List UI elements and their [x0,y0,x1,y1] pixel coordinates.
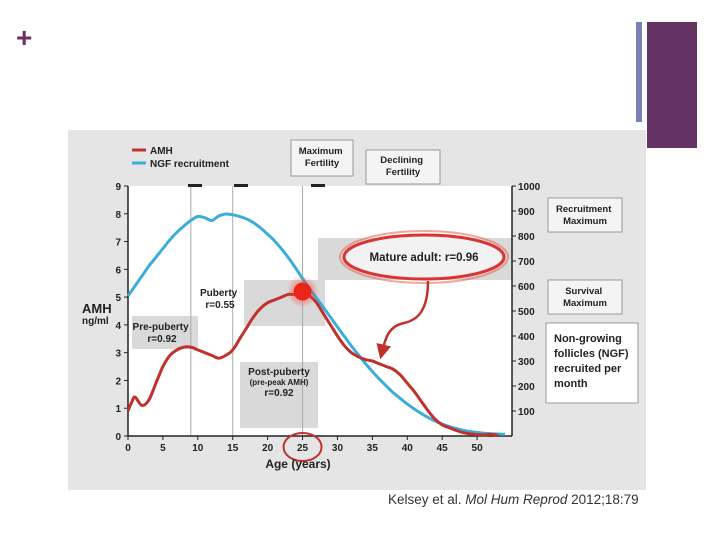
x-axis-title: Age (years) [265,457,330,471]
x-tick-label: 25 [297,443,309,454]
x-tick-label: 35 [367,443,379,454]
mature-adult-arrow [376,280,430,360]
x-tick-label: 20 [262,443,274,454]
recruitment-maximum-label: Recruitment Maximum [556,204,614,227]
survival-maximum-box [547,279,623,315]
recruitment-maximum-box [547,197,623,233]
max-fertility-box [290,139,354,177]
y-left-tick-label: 4 [115,321,121,332]
fertility-marker-bar [311,184,325,187]
legend-label-amh: AMH [150,146,173,157]
citation-journal: Mol Hum Reprod [465,492,568,507]
y-left-tick-label: 9 [115,182,121,193]
slide-accent-bar-thin [636,22,642,122]
fertility-marker-bar [188,184,202,187]
y-left-tick-label: 0 [115,432,121,443]
post-puberty-r-label: r=0.92 [264,388,294,399]
pre-puberty-region-bg [132,316,198,349]
declining-fertility-label: Declining Fertility [380,155,425,178]
declining-fertility-box [365,149,441,185]
post-puberty-sublabel: (pre-peak AMH) [250,378,309,387]
y-right-tick-labels: 100 200 300 400 500 600 700 800 900 1000 [512,182,541,418]
y-left-tick-label: 8 [115,210,121,221]
y-left-axis-title: AMH [82,301,112,316]
pre-puberty-label: Pre-puberty r=0.92 [133,322,192,345]
y-left-tick-label: 5 [115,293,121,304]
x-tick-label: 5 [160,443,166,454]
y-right-tick-label: 600 [518,282,535,293]
y-right-tick-label: 300 [518,357,535,368]
vertical-guide-lines [190,186,304,436]
survival-maximum-label: Survival Maximum [563,286,607,309]
y-right-tick-label: 900 [518,207,535,218]
x-tick-labels: 0 5 10 15 20 25 30 35 40 45 50 [125,436,483,454]
y-left-tick-label: 1 [115,404,121,415]
legend-label-ngf: NGF recruitment [150,159,230,170]
x-tick-label: 10 [192,443,204,454]
x-tick-label: 45 [437,443,449,454]
y-left-tick-label: 2 [115,376,121,387]
y-right-tick-label: 800 [518,232,535,243]
y-right-tick-label: 1000 [518,182,541,193]
citation-authors: Kelsey et al. [388,492,466,507]
x-tick-label: 50 [472,443,484,454]
mature-adult-label: Mature adult: r=0.96 [370,252,479,264]
citation: Kelsey et al. Mol Hum Reprod 2012;18:79 [388,492,639,507]
citation-rest: 2012;18:79 [567,492,639,507]
x-tick-label: 0 [125,443,131,454]
y-left-tick-label: 7 [115,238,121,249]
y-left-tick-label: 3 [115,349,121,360]
y-left-tick-labels: 0 1 2 3 4 5 6 7 8 9 [115,182,128,443]
slide-plus-mark: + [16,22,33,53]
x-tick-label: 30 [332,443,344,454]
max-fertility-label: Maximum Fertility [299,146,345,169]
post-puberty-region-bg [240,362,318,428]
highlighted-tick-circle [282,432,323,462]
puberty-label: Puberty r=0.55 [200,288,240,311]
y-right-tick-label: 500 [518,307,535,318]
post-puberty-label: Post-puberty [248,367,310,378]
x-tick-label: 15 [227,443,239,454]
amh-peak-marker [293,282,312,301]
y-right-tick-label: 200 [518,382,535,393]
y-left-axis-units: ng/ml [82,316,109,327]
fertility-marker-bar [234,184,248,187]
x-tick-label: 40 [402,443,414,454]
y-right-tick-label: 400 [518,332,535,343]
legend: AMH NGF recruitment [132,146,230,170]
ngf-note-label: Non-growing follicles (NGF) recruited pe… [554,333,632,390]
mature-adult-callout [342,233,506,281]
slide-accent-bar-thick [647,22,697,148]
y-right-tick-label: 700 [518,257,535,268]
y-right-tick-label: 100 [518,407,535,418]
ngf-note-box [545,322,639,404]
mature-adult-callout-glow [339,230,509,284]
y-left-tick-label: 6 [115,265,121,276]
